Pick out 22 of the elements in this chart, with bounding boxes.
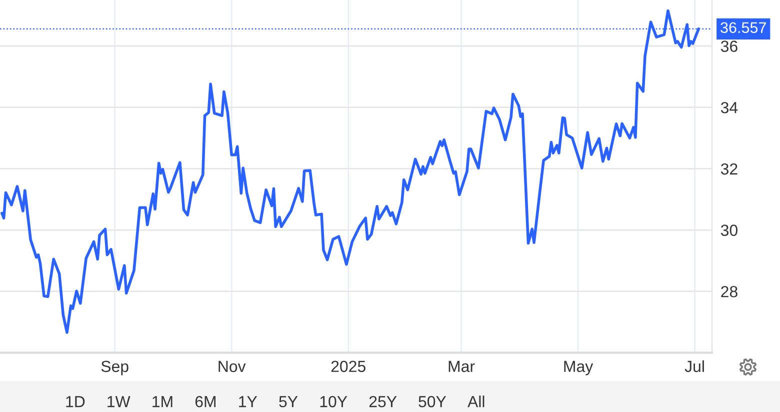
y-tick-label: 34 bbox=[720, 102, 738, 114]
text: 25Y bbox=[369, 396, 397, 408]
x-tick-label: Jul bbox=[684, 360, 704, 372]
y-tick-label: 28 bbox=[721, 286, 738, 298]
x-tick-label: 2025 bbox=[331, 360, 366, 372]
text: 5Y bbox=[279, 396, 298, 408]
text: 1Y bbox=[239, 396, 258, 408]
x-tick-label: May bbox=[564, 360, 594, 376]
text: 1M bbox=[152, 396, 172, 408]
text: All bbox=[468, 396, 484, 408]
text: 6M bbox=[195, 396, 216, 408]
text: 50Y bbox=[418, 396, 446, 408]
text: 1D bbox=[66, 396, 85, 408]
y-tick-label: 32 bbox=[720, 163, 738, 175]
text: 1W bbox=[108, 396, 130, 408]
y-tick-label: 30 bbox=[720, 224, 738, 236]
x-tick-label: Mar bbox=[448, 360, 475, 372]
text: 10Y bbox=[320, 396, 348, 408]
x-tick-label: Nov bbox=[218, 360, 246, 372]
y-tick-label: 36 bbox=[720, 40, 738, 52]
ref-line-label: 36.557 bbox=[720, 22, 766, 34]
x-tick-label: Sep bbox=[101, 360, 128, 376]
